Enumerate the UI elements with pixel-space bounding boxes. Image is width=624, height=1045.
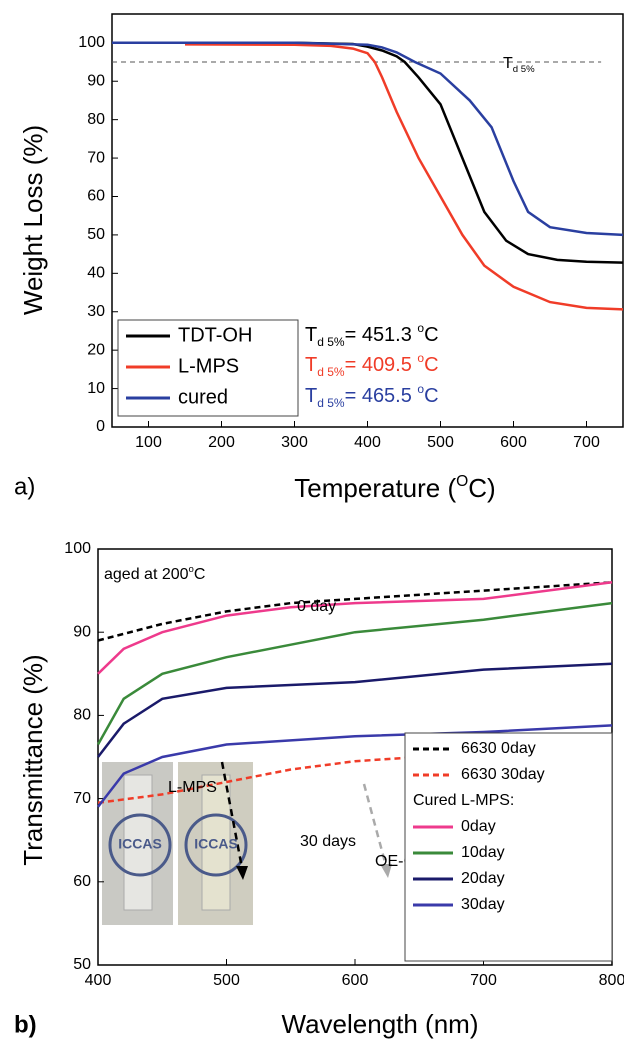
label: L-MPS bbox=[168, 779, 217, 796]
y-tick-label: 90 bbox=[73, 623, 91, 640]
text-part: C bbox=[424, 324, 438, 346]
y-tick-label: 40 bbox=[87, 265, 105, 282]
inset-text: ICCAS bbox=[194, 836, 238, 852]
arrow-oe bbox=[362, 783, 388, 867]
label: Td 5%= 465.5 oC bbox=[305, 382, 439, 410]
y-tick-label: 10 bbox=[87, 380, 105, 397]
label: Td 5% bbox=[503, 55, 535, 75]
label: Td 5%= 451.3 oC bbox=[305, 321, 439, 349]
series-line bbox=[97, 749, 613, 805]
text-part: o bbox=[417, 382, 424, 396]
y-tick-label: 80 bbox=[73, 707, 91, 724]
series-line bbox=[184, 43, 624, 311]
x-tick-label: 100 bbox=[135, 434, 162, 451]
legend-label: 30day bbox=[461, 896, 505, 913]
y-tick-label: 0 bbox=[96, 418, 105, 435]
text-part: o bbox=[189, 564, 194, 575]
text-part: = 409.5 bbox=[345, 354, 418, 376]
x-tick-label: 700 bbox=[470, 972, 497, 989]
x-tick-label: 600 bbox=[500, 434, 527, 451]
legend-label: 0day bbox=[461, 818, 496, 835]
text-part: T bbox=[305, 324, 317, 346]
text-part: C bbox=[424, 385, 438, 407]
label: 0 day bbox=[297, 598, 336, 615]
panel-label: a) bbox=[14, 473, 35, 500]
y-tick-label: 60 bbox=[73, 873, 91, 890]
legend-header: Cured L-MPS: bbox=[413, 792, 514, 809]
x-tick-label: 400 bbox=[354, 434, 381, 451]
label: 30 days bbox=[300, 833, 356, 850]
arrows bbox=[220, 761, 392, 880]
text-part: d 5% bbox=[317, 335, 345, 349]
y-tick-label: 50 bbox=[73, 956, 91, 973]
series-line bbox=[97, 581, 613, 675]
legend-label: 10day bbox=[461, 844, 505, 861]
label: Td 5%= 409.5 oC bbox=[305, 351, 439, 379]
y-tick-label: 90 bbox=[87, 72, 105, 89]
legend-box bbox=[404, 732, 613, 962]
arrow-lmps bbox=[220, 761, 244, 869]
text-part: o bbox=[417, 321, 424, 335]
series-line bbox=[112, 41, 624, 264]
arrow-head bbox=[236, 866, 248, 880]
label: Temperature (OC) bbox=[294, 473, 495, 503]
text-part: T bbox=[305, 354, 317, 376]
x-tick-label: 600 bbox=[342, 972, 369, 989]
text-part: C) bbox=[468, 473, 495, 503]
y-tick-label: 100 bbox=[64, 540, 91, 557]
label: Wavelength (nm) bbox=[282, 1009, 479, 1039]
x-tick-label: 500 bbox=[427, 434, 454, 451]
series-line bbox=[112, 41, 624, 237]
text-part: C bbox=[424, 354, 438, 376]
x-tick-label: 300 bbox=[281, 434, 308, 451]
logo-right bbox=[184, 813, 248, 877]
text-part: o bbox=[417, 351, 424, 365]
text-part: O bbox=[456, 473, 468, 490]
legend-label: 6630 0day bbox=[461, 740, 536, 757]
x-tick-label: 800 bbox=[599, 972, 624, 989]
legend-label: 20day bbox=[461, 870, 505, 887]
y-tick-label: 30 bbox=[87, 303, 105, 320]
y-tick-label: 80 bbox=[87, 111, 105, 128]
y-axis-title: Weight Loss (%) bbox=[18, 125, 48, 315]
text-part: Temperature ( bbox=[294, 473, 456, 503]
legend-label: L-MPS bbox=[178, 355, 239, 377]
y-tick-label: 70 bbox=[87, 149, 105, 166]
logo-left bbox=[108, 813, 172, 877]
text-part: 30 days bbox=[300, 833, 356, 850]
series-line bbox=[97, 662, 613, 758]
inset-text: ICCAS bbox=[118, 836, 162, 852]
legend-label: cured bbox=[178, 386, 228, 408]
text-part: aged at 200 bbox=[104, 566, 189, 583]
text-part: T bbox=[305, 385, 317, 407]
text-part: 0 day bbox=[297, 598, 336, 615]
text-part: = 451.3 bbox=[345, 324, 418, 346]
x-tick-label: 400 bbox=[85, 972, 112, 989]
text-part: d 5% bbox=[317, 365, 345, 379]
y-tick-label: 60 bbox=[87, 188, 105, 205]
text-part: d 5% bbox=[317, 396, 345, 410]
text-part: d 5% bbox=[513, 64, 535, 75]
sample-right bbox=[201, 774, 231, 911]
y-tick-label: 20 bbox=[87, 341, 105, 358]
text-part: C bbox=[194, 566, 206, 583]
x-tick-label: 700 bbox=[573, 434, 600, 451]
y-axis-title: Transmittance (%) bbox=[18, 654, 48, 865]
label: aged at 200oC bbox=[104, 564, 205, 583]
text-part: = 465.5 bbox=[345, 385, 418, 407]
y-tick-label: 50 bbox=[87, 226, 105, 243]
y-tick-label: 70 bbox=[73, 790, 91, 807]
legend-label: 6630 30day bbox=[461, 766, 545, 783]
series-line bbox=[96, 601, 613, 746]
text-part: L-MPS bbox=[168, 779, 217, 796]
panel-label: b) bbox=[14, 1011, 37, 1038]
text-part: T bbox=[503, 55, 513, 72]
legend-label: TDT-OH bbox=[178, 324, 252, 346]
y-tick-label: 100 bbox=[78, 34, 105, 51]
x-tick-label: 500 bbox=[213, 972, 240, 989]
x-tick-label: 200 bbox=[208, 434, 235, 451]
arrow-head bbox=[380, 864, 392, 878]
